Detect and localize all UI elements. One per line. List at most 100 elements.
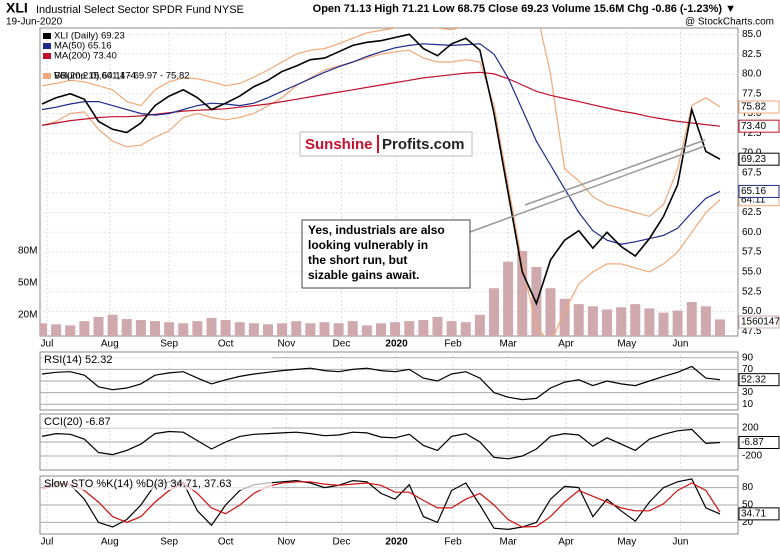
- volume-bar: [418, 320, 429, 336]
- y-tick-label: 30: [742, 387, 754, 398]
- volume-bar: [192, 321, 203, 336]
- end-label-box: [738, 315, 780, 329]
- volume-bar: [460, 322, 471, 336]
- series-line: [41, 33, 721, 306]
- end-label: 75.82: [741, 102, 766, 113]
- volume-bar: [545, 288, 556, 336]
- volume-bar: [305, 323, 316, 336]
- x-tick-label: Mar: [500, 537, 518, 548]
- volume-bar: [573, 304, 584, 336]
- panel-title: RSI(14) 52.32: [44, 354, 112, 366]
- end-label-box: [738, 152, 780, 166]
- volume-bar: [234, 322, 245, 336]
- logo-part1: Sunshine: [305, 136, 373, 153]
- x-tick-label: Sep: [160, 537, 178, 548]
- volume-bar: [333, 323, 344, 336]
- annotation-line: sizable gains await.: [308, 268, 419, 282]
- x-tick-label: May: [617, 537, 636, 548]
- x-tick-label: Apr: [558, 537, 574, 548]
- annotation-line: the short run, but: [308, 253, 407, 267]
- y-tick-label: 55.0: [742, 267, 762, 278]
- x-tick-label: Feb: [444, 339, 462, 350]
- y-tick-label: 75.0: [742, 108, 762, 119]
- volume-bar: [602, 309, 612, 336]
- panel-title: CCI(20) -6.87: [44, 416, 111, 428]
- series-line: [41, 28, 721, 218]
- volume-bar: [630, 304, 641, 336]
- series-line: [41, 49, 721, 336]
- y-tick-label: 67.5: [742, 168, 762, 179]
- plots: 47.550.052.555.057.560.062.565.067.570.0…: [18, 27, 780, 548]
- volume-bar: [503, 261, 514, 336]
- x-tick-label: Nov: [277, 339, 295, 350]
- end-label: -6.87: [741, 437, 764, 448]
- y-tick-label: 200: [742, 423, 759, 434]
- x-tick-label: Sep: [160, 339, 178, 350]
- y-tick-label: 85.0: [742, 29, 762, 40]
- y-tick-label: 50.0: [742, 306, 762, 317]
- x-tick-label: Jun: [672, 537, 688, 548]
- y-tick-label: 47.5: [742, 326, 762, 337]
- volume-bar: [361, 325, 372, 336]
- x-tick-label: Dec: [333, 537, 351, 548]
- y2-tick-label: 50M: [18, 278, 37, 289]
- legend-entry: MA(50) 65.16: [54, 41, 112, 52]
- fund-name: Industrial Select Sector SPDR Fund NYSE: [36, 4, 244, 16]
- volume-bar: [489, 288, 499, 336]
- legend-entry: MA(200) 73.40: [54, 51, 117, 62]
- series-line: [41, 428, 721, 460]
- x-tick-label: Aug: [101, 339, 119, 350]
- legend-entry: Volume 15,601,474: [54, 71, 136, 82]
- symbol: XLI: [6, 0, 28, 16]
- y-tick-label: 50: [742, 500, 754, 511]
- volume-bar: [121, 319, 132, 336]
- x-tick-label: Oct: [218, 537, 234, 548]
- quote: Open 71.13 High 71.21 Low 68.75 Close 69…: [313, 3, 736, 15]
- volume-bar: [135, 320, 146, 336]
- volume-bar: [79, 321, 90, 336]
- panel-title-bg: [42, 478, 272, 490]
- x-tick-label: 2020: [385, 339, 408, 350]
- x-tick-label: Mar: [500, 339, 518, 350]
- y-tick-label: 82.5: [742, 49, 762, 60]
- annotation-line: looking vulnerably in: [308, 238, 428, 252]
- panel-title-bg: [42, 354, 272, 366]
- volume-bar: [446, 321, 457, 336]
- date: 19-Jun-2020: [6, 17, 63, 28]
- volume-bar: [404, 321, 415, 336]
- y-tick-label: 62.5: [742, 207, 762, 218]
- logo-part2: Profits.com: [382, 136, 465, 153]
- panel-title-bg: [42, 416, 272, 428]
- volume-bar: [65, 325, 76, 336]
- volume-bar: [587, 306, 598, 336]
- x-tick-label: 2020: [385, 537, 408, 548]
- volume-bar: [376, 323, 386, 336]
- legend-swatch: [43, 73, 51, 79]
- annotation-line: Yes, industrials are also: [308, 223, 445, 237]
- series-line: [41, 365, 721, 401]
- end-label-box: [738, 100, 780, 114]
- y-tick-label: 72.5: [742, 128, 762, 139]
- x-tick-label: Jul: [41, 537, 54, 548]
- volume-bar: [263, 324, 273, 336]
- volume-bar: [93, 316, 104, 336]
- volume-bar: [150, 321, 160, 336]
- volume-bar: [164, 322, 175, 336]
- end-label: 64.11: [741, 194, 766, 205]
- end-label: 73.40: [741, 121, 766, 132]
- volume-bar: [220, 320, 231, 336]
- y-tick-label: 70: [742, 364, 754, 375]
- trend-line: [469, 145, 706, 233]
- volume-bar: [51, 324, 62, 336]
- y2-tick-label: 20M: [18, 309, 37, 320]
- end-label-box: [738, 119, 780, 133]
- end-label-box: [738, 507, 780, 521]
- logo-box: [299, 131, 473, 157]
- legend-entry: XLI (Daily) 69.23: [54, 31, 125, 42]
- end-label: 34.71: [741, 509, 766, 520]
- end-label: 69.23: [741, 154, 766, 165]
- y-tick-label: -200: [742, 451, 762, 462]
- series-group: [41, 365, 721, 401]
- x-tick-label: Oct: [218, 339, 234, 350]
